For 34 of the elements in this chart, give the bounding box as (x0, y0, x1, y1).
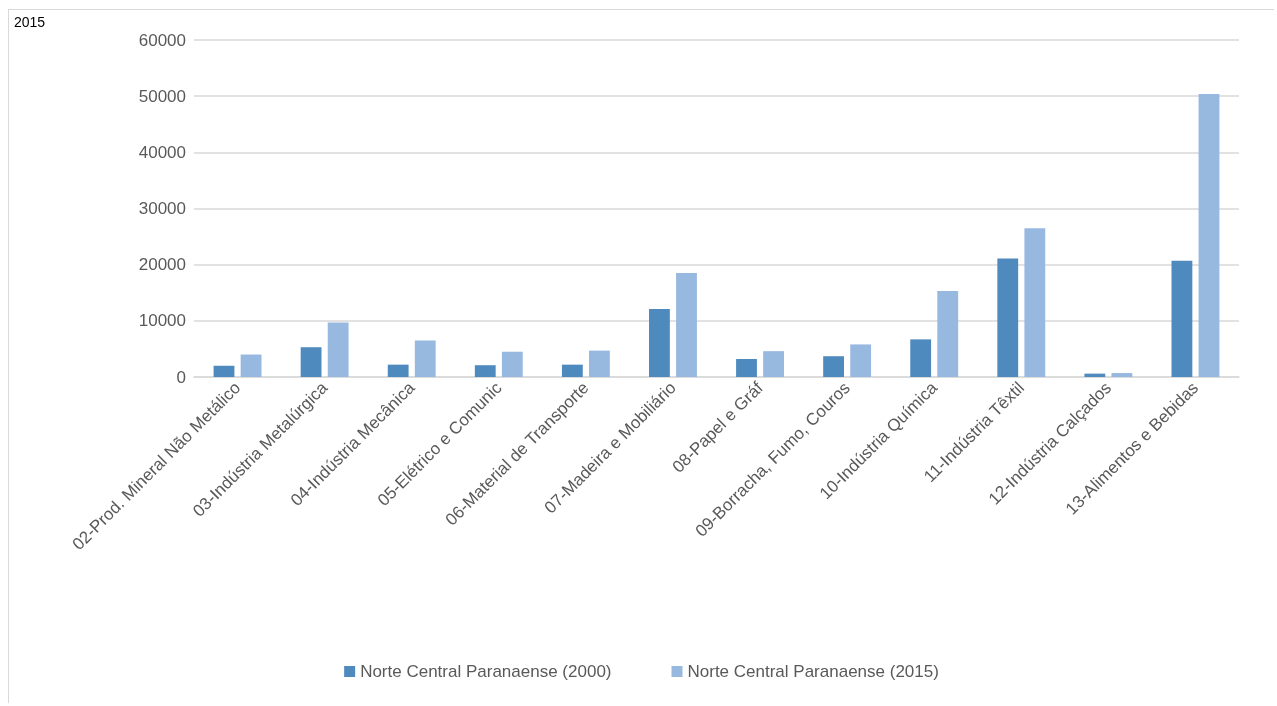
y-tick-label: 10000 (138, 311, 186, 331)
bar (240, 354, 262, 377)
bar (763, 351, 784, 377)
text: 2015 (14, 14, 46, 30)
bar (850, 344, 872, 377)
bar (997, 258, 1019, 377)
bar (561, 364, 583, 377)
bar (1084, 373, 1106, 377)
bar (910, 339, 932, 377)
bar (414, 340, 436, 377)
bar (1171, 260, 1193, 377)
y-tick-label: 50000 (138, 86, 186, 106)
bar (474, 365, 496, 377)
bar (1111, 373, 1133, 377)
y-tick-label: 60000 (138, 30, 186, 50)
legend-label: Norte Central Paranaense (2015) (687, 662, 939, 681)
legend-label: Norte Central Paranaense (2000) (360, 662, 612, 681)
bar (823, 356, 844, 377)
y-tick-label: 0 (176, 367, 186, 387)
bar (213, 365, 235, 377)
bar (387, 364, 409, 377)
bar (1024, 228, 1046, 377)
bar (736, 359, 757, 377)
bar (676, 273, 697, 377)
bar (327, 322, 349, 377)
bar (501, 351, 523, 377)
bar (589, 350, 610, 377)
y-tick-label: 20000 (138, 255, 186, 275)
bar (649, 309, 670, 377)
bar (937, 291, 959, 377)
bar (1198, 93, 1220, 377)
bar (300, 347, 322, 377)
y-tick-label: 30000 (138, 199, 186, 218)
y-tick-label: 40000 (138, 142, 186, 162)
